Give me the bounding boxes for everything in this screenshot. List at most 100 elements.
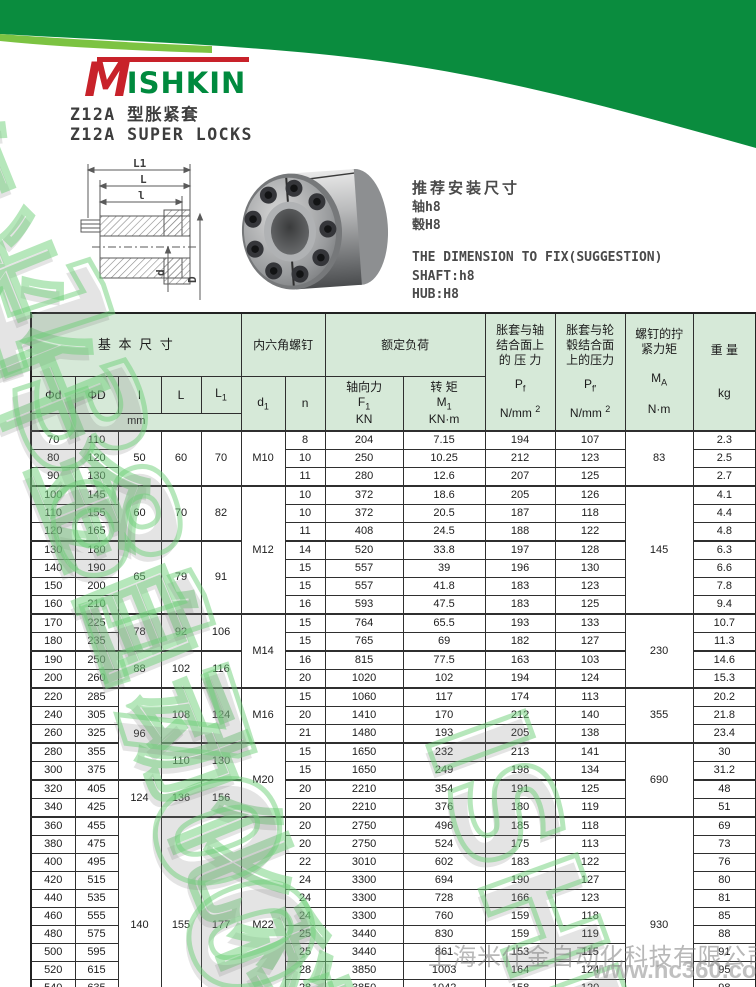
cell-axial-force: 1410 [324, 706, 404, 725]
table-row: 380 475 20 2750 524 175 113 73 [30, 835, 756, 854]
cell-phi-d: 240 [30, 706, 76, 725]
cell-n: 11 [284, 467, 326, 487]
cell-torque: 47.5 [402, 595, 486, 615]
cell-pf-shaft: 205 [484, 724, 556, 744]
cell-ma: 230 [624, 613, 694, 689]
cell-phi-d: 190 [30, 650, 76, 670]
cell-weight: 4.8 [692, 522, 756, 542]
cell-pf-shaft: 205 [484, 485, 556, 505]
cell-pf-shaft: 174 [484, 687, 556, 707]
cell-n: 15 [284, 632, 326, 652]
cell-pf-hub: 130 [554, 559, 626, 578]
cell-phi-d: 320 [30, 779, 76, 799]
cell-phi-d: 100 [30, 485, 76, 505]
cell-torque: 694 [402, 871, 486, 890]
cell-phi-d: 200 [30, 669, 76, 689]
cell-phi-d: 180 [30, 632, 76, 652]
cell-phi-D: 235 [74, 632, 119, 652]
cell-n: 24 [284, 889, 326, 908]
cell-torque: 102 [402, 669, 486, 689]
product-photo [241, 169, 389, 290]
cell-pf-hub: 127 [554, 871, 626, 890]
cell-torque: 524 [402, 835, 486, 854]
cell-axial-force: 372 [324, 504, 404, 523]
cell-phi-d: 120 [30, 522, 76, 542]
cell-phi-d: 460 [30, 907, 76, 926]
cell-pf-hub: 133 [554, 613, 626, 633]
cell-pf-shaft: 213 [484, 742, 556, 762]
cell-l: 78 [117, 613, 162, 652]
cell-phi-D: 110 [74, 430, 119, 450]
cell-pf-shaft: 159 [484, 907, 556, 926]
cell-l: 50 [117, 430, 162, 487]
cell-d1: M10 [240, 430, 286, 487]
note-cn-hub: 毂H8 [412, 218, 441, 234]
cell-torque: 33.8 [402, 540, 486, 560]
cell-pf-hub: 125 [554, 467, 626, 487]
cell-phi-D: 130 [74, 467, 119, 487]
cell-phi-d: 160 [30, 595, 76, 615]
cell-phi-D: 305 [74, 706, 119, 725]
cell-pf-hub: 124 [554, 669, 626, 689]
cell-phi-D: 595 [74, 943, 119, 962]
cell-torque: 193 [402, 724, 486, 744]
cell-d1: M14 [240, 613, 286, 689]
cell-weight: 6.3 [692, 540, 756, 560]
cell-weight: 9.4 [692, 595, 756, 615]
cell-n: 10 [284, 449, 326, 468]
cell-weight: 31.2 [692, 761, 756, 781]
cell-torque: 1042 [402, 979, 486, 987]
page-title-en: Z12A SUPER LOCKS [70, 124, 253, 144]
table-row: 360 455 140 155 177 M22 20 2750 496 185 118 930 69 [30, 816, 756, 987]
col-header-l: l [117, 376, 162, 414]
cell-weight: 2.7 [692, 467, 756, 487]
cell-pf-shaft: 198 [484, 761, 556, 781]
col-header-phi-d: Φd [30, 376, 76, 414]
cell-L: 108 [160, 687, 202, 744]
table-row: 420 515 24 3300 694 190 127 80 [30, 871, 756, 890]
screws [244, 179, 337, 283]
cell-pf-shaft: 164 [484, 961, 556, 980]
cell-n: 20 [284, 706, 326, 725]
cell-phi-d: 110 [30, 504, 76, 523]
cell-torque: 496 [402, 816, 486, 836]
cell-weight: 81 [692, 889, 756, 908]
cell-torque: 41.8 [402, 577, 486, 596]
table-row: 260 325 21 1480 193 205 138 23.4 [30, 724, 756, 744]
cell-weight: 69 [692, 816, 756, 836]
cell-phi-d: 130 [30, 540, 76, 560]
cell-pf-shaft: 197 [484, 540, 556, 560]
cell-phi-D: 515 [74, 871, 119, 890]
table-row: 460 555 24 3300 760 159 118 85 [30, 907, 756, 926]
cell-pf-hub: 119 [554, 798, 626, 818]
tech-drawing: L1 L l d D [80, 158, 204, 300]
cell-weight: 15.3 [692, 669, 756, 689]
note-en-shaft: SHAFT:h8 [412, 268, 475, 284]
cell-pf-shaft: 191 [484, 779, 556, 799]
cell-L: 92 [160, 613, 202, 652]
brand-logo: M ISHKIN [84, 50, 249, 104]
cell-phi-d: 150 [30, 577, 76, 596]
cell-l: 60 [117, 485, 162, 542]
cell-L: 70 [160, 485, 202, 542]
cell-pf-hub: 125 [554, 779, 626, 799]
cell-phi-d: 220 [30, 687, 76, 707]
cell-phi-D: 225 [74, 613, 119, 633]
table-row: 170 225 78 92 106 M14 15 764 65.5 193 133 230 10.7 [30, 613, 756, 689]
cell-torque: 728 [402, 889, 486, 908]
cell-phi-d: 480 [30, 925, 76, 944]
cell-axial-force: 204 [324, 430, 404, 450]
cell-axial-force: 3850 [324, 979, 404, 987]
cell-torque: 18.6 [402, 485, 486, 505]
logo-bar [97, 57, 249, 62]
col-header-tightening-torque: 螺钉的拧 紧力矩 MA N·m [624, 312, 694, 432]
cell-axial-force: 1020 [324, 669, 404, 689]
cell-axial-force: 2750 [324, 816, 404, 836]
page-titles: Z12A 型胀紧套 Z12A SUPER LOCKS [70, 105, 253, 145]
spec-table: 基 本 尺 寸 内六角螺钉 额定负荷 胀套与轴 结合面上 的 压 力 Pf N/… [30, 312, 756, 987]
table-row: 300 375 15 1650 249 198 134 31.2 [30, 761, 756, 781]
cell-axial-force: 1480 [324, 724, 404, 744]
cell-L: 110 [160, 742, 202, 781]
cell-weight: 2.5 [692, 449, 756, 468]
cell-phi-d: 80 [30, 449, 76, 468]
